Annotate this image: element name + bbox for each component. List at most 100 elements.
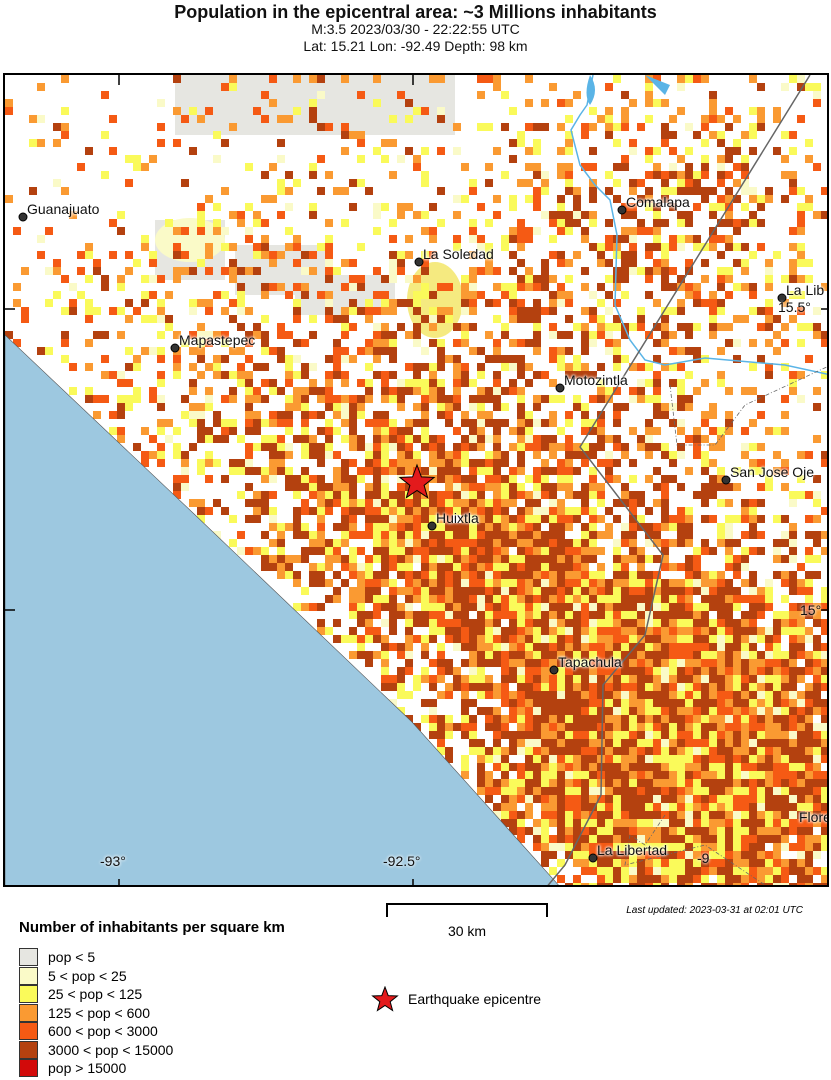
population-cell bbox=[501, 123, 509, 131]
population-cell bbox=[749, 803, 757, 811]
population-cell bbox=[573, 659, 581, 667]
population-cell bbox=[157, 275, 165, 283]
population-cell bbox=[501, 643, 509, 651]
map-canvas bbox=[5, 75, 827, 885]
population-cell bbox=[653, 859, 661, 867]
population-cell bbox=[533, 123, 541, 131]
legend-swatch bbox=[19, 985, 38, 1003]
population-cell bbox=[429, 227, 437, 235]
population-cell bbox=[789, 827, 797, 835]
population-cell bbox=[341, 371, 349, 379]
population-cell bbox=[557, 299, 565, 307]
population-cell bbox=[781, 691, 789, 699]
population-cell bbox=[285, 371, 293, 379]
population-cell bbox=[789, 523, 797, 531]
population-cell bbox=[565, 731, 573, 739]
population-cell bbox=[589, 659, 597, 667]
population-cell bbox=[205, 451, 213, 459]
population-cell bbox=[509, 443, 517, 451]
population-cell bbox=[645, 667, 653, 675]
population-cell bbox=[821, 883, 827, 885]
population-cell bbox=[365, 363, 373, 371]
population-cell bbox=[797, 451, 805, 459]
population-cell bbox=[749, 707, 757, 715]
population-cell bbox=[749, 795, 757, 803]
population-cell bbox=[805, 851, 813, 859]
population-cell bbox=[133, 355, 141, 363]
population-cell bbox=[373, 371, 381, 379]
population-cell bbox=[421, 403, 429, 411]
population-cell bbox=[765, 811, 773, 819]
population-cell bbox=[445, 619, 453, 627]
population-cell bbox=[373, 203, 381, 211]
population-cell bbox=[517, 659, 525, 667]
population-cell bbox=[637, 787, 645, 795]
population-cell bbox=[725, 843, 733, 851]
population-cell bbox=[741, 707, 749, 715]
population-cell bbox=[325, 403, 333, 411]
population-cell bbox=[509, 675, 517, 683]
population-cell bbox=[229, 419, 237, 427]
population-cell bbox=[573, 467, 581, 475]
population-cell bbox=[605, 171, 613, 179]
population-cell bbox=[541, 859, 549, 867]
population-cell bbox=[597, 635, 605, 643]
population-cell bbox=[445, 419, 453, 427]
population-cell bbox=[301, 603, 309, 611]
population-cell bbox=[581, 667, 589, 675]
population-cell bbox=[205, 403, 213, 411]
population-cell bbox=[565, 795, 573, 803]
population-cell bbox=[653, 867, 661, 875]
population-cell bbox=[621, 635, 629, 643]
population-cell bbox=[509, 627, 517, 635]
population-cell bbox=[461, 507, 469, 515]
population-cell bbox=[533, 195, 541, 203]
population-cell bbox=[645, 747, 653, 755]
population-cell bbox=[317, 123, 325, 131]
population-cell bbox=[613, 283, 621, 291]
population-cell bbox=[37, 83, 45, 91]
population-cell bbox=[589, 755, 597, 763]
population-cell bbox=[301, 371, 309, 379]
population-cell bbox=[741, 747, 749, 755]
population-cell bbox=[653, 483, 661, 491]
population-cell bbox=[645, 827, 653, 835]
population-cell bbox=[589, 779, 597, 787]
population-cell bbox=[253, 323, 261, 331]
population-cell bbox=[213, 363, 221, 371]
population-cell bbox=[469, 403, 477, 411]
scale-bar bbox=[386, 903, 548, 917]
population-cell bbox=[189, 107, 197, 115]
population-cell bbox=[53, 259, 61, 267]
population-cell bbox=[589, 307, 597, 315]
population-cell bbox=[461, 643, 469, 651]
population-cell bbox=[413, 571, 421, 579]
population-cell bbox=[365, 187, 373, 195]
population-cell bbox=[85, 243, 93, 251]
population-cell bbox=[317, 499, 325, 507]
population-cell bbox=[277, 347, 285, 355]
population-cell bbox=[765, 755, 773, 763]
population-cell bbox=[541, 699, 549, 707]
population-cell bbox=[541, 539, 549, 547]
population-cell bbox=[581, 867, 589, 875]
population-cell bbox=[669, 419, 677, 427]
population-cell bbox=[749, 515, 757, 523]
population-cell bbox=[413, 403, 421, 411]
population-cell bbox=[277, 115, 285, 123]
population-cell bbox=[605, 435, 613, 443]
population-cell bbox=[653, 259, 661, 267]
population-cell bbox=[677, 379, 685, 387]
population-cell bbox=[805, 651, 813, 659]
population-cell bbox=[525, 435, 533, 443]
population-map[interactable]: Guanajuato La Soledad Comalapa La Lib Mapast… bbox=[3, 73, 829, 887]
population-cell bbox=[197, 211, 205, 219]
population-cell bbox=[261, 379, 269, 387]
population-cell bbox=[173, 475, 181, 483]
population-cell bbox=[397, 499, 405, 507]
legend-label: 25 < pop < 125 bbox=[48, 986, 143, 1002]
population-cell bbox=[629, 811, 637, 819]
population-cell bbox=[349, 531, 357, 539]
population-cell bbox=[637, 555, 645, 563]
population-cell bbox=[557, 603, 565, 611]
